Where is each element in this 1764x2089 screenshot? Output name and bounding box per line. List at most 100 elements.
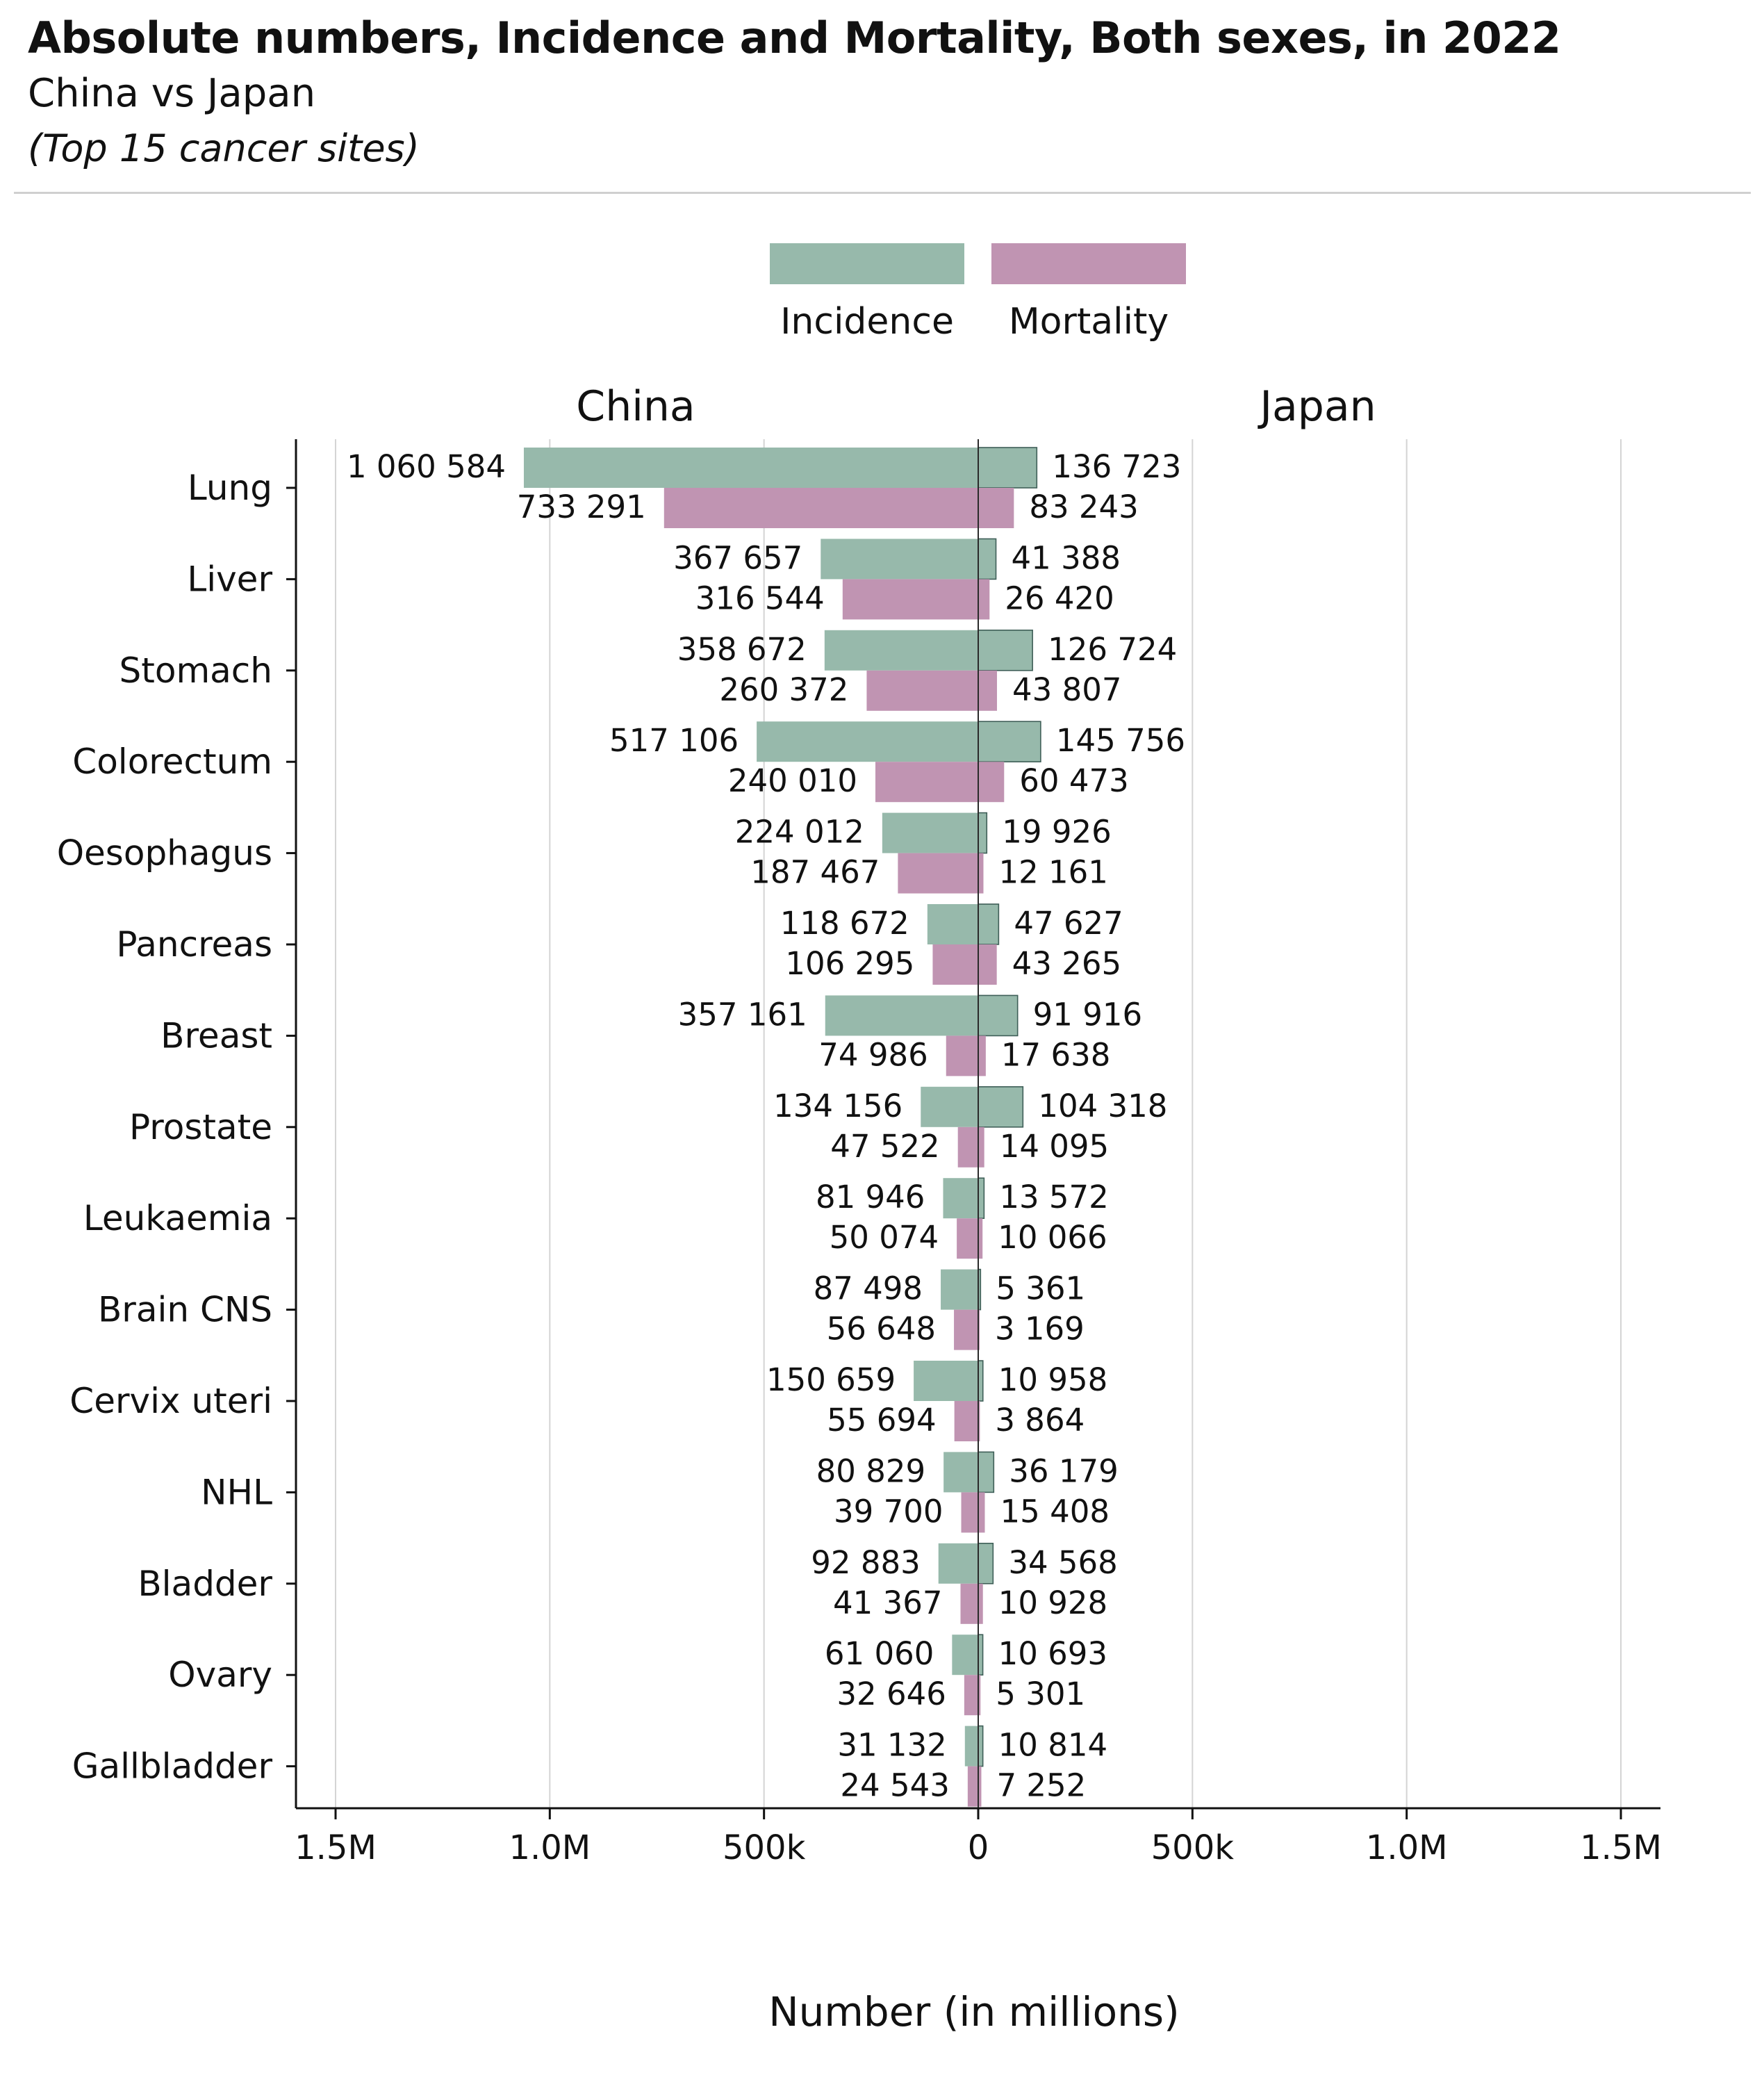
label-japan-incidence-8: 13 572	[999, 1179, 1108, 1215]
label-japan-incidence-0: 136 723	[1052, 448, 1181, 485]
label-china-incidence-8: 81 946	[816, 1179, 925, 1215]
label-japan-incidence-12: 34 568	[1008, 1544, 1117, 1581]
label-japan-incidence-7: 104 318	[1038, 1088, 1167, 1124]
bar-japan-incidence-6	[978, 994, 1019, 1037]
panel-title-japan: Japan	[1257, 382, 1376, 431]
bar-japan-mortality-13	[978, 1675, 981, 1716]
label-japan-mortality-13: 5 301	[996, 1676, 1085, 1712]
category-label-1: Liver	[187, 559, 272, 599]
bar-japan-incidence-2	[978, 629, 1033, 671]
x-tick-label-1: 1.0M	[509, 1828, 591, 1867]
bar-japan-mortality-4	[978, 853, 984, 894]
bar-china-mortality-1	[842, 579, 978, 620]
x-tick-label-5: 1.0M	[1366, 1828, 1448, 1867]
chart-subtitle: China vs Japan	[28, 71, 316, 116]
label-japan-mortality-8: 10 066	[998, 1219, 1107, 1256]
bar-china-incidence-6	[825, 995, 978, 1036]
bar-japan-mortality-1	[978, 579, 990, 620]
bar-japan-mortality-2	[978, 670, 998, 711]
category-label-13: Ovary	[168, 1655, 272, 1695]
bar-china-mortality-13	[964, 1675, 978, 1716]
bar-china-mortality-10	[954, 1401, 978, 1441]
bar-china-mortality-0	[663, 488, 978, 528]
label-china-incidence-0: 1 060 584	[347, 448, 506, 485]
bar-japan-incidence-5	[978, 903, 1000, 945]
legend-swatch-incidence	[770, 243, 964, 284]
category-label-2: Stomach	[119, 650, 272, 691]
label-china-incidence-4: 224 012	[735, 814, 864, 851]
chart-title: Absolute numbers, Incidence and Mortalit…	[28, 13, 1561, 63]
bar-china-mortality-9	[954, 1309, 978, 1350]
bar-china-incidence-14	[964, 1726, 978, 1767]
label-china-mortality-3: 240 010	[728, 762, 857, 799]
bar-japan-mortality-12	[978, 1583, 983, 1624]
bar-china-incidence-3	[757, 721, 978, 762]
bar-china-mortality-5	[932, 944, 978, 985]
label-china-incidence-3: 517 106	[609, 722, 739, 759]
bar-china-mortality-12	[960, 1583, 978, 1624]
label-japan-incidence-3: 145 756	[1056, 722, 1185, 759]
category-label-4: Oesophagus	[57, 833, 272, 874]
label-japan-incidence-5: 47 627	[1014, 905, 1123, 942]
label-china-mortality-7: 47 522	[830, 1128, 939, 1165]
label-japan-mortality-6: 17 638	[1001, 1036, 1110, 1073]
label-japan-mortality-9: 3 169	[995, 1311, 1085, 1347]
label-china-mortality-2: 260 372	[719, 671, 848, 708]
bar-china-mortality-14	[967, 1766, 978, 1807]
bar-china-mortality-3	[875, 762, 978, 803]
bar-china-incidence-12	[938, 1543, 978, 1584]
category-label-8: Leukaemia	[83, 1198, 272, 1238]
category-label-3: Colorectum	[72, 742, 272, 782]
label-japan-incidence-14: 10 814	[998, 1727, 1107, 1764]
category-label-12: Bladder	[138, 1564, 272, 1604]
bar-japan-incidence-14	[978, 1725, 984, 1767]
label-china-incidence-13: 61 060	[825, 1635, 934, 1672]
legend-label-mortality: Mortality	[1009, 301, 1169, 343]
category-label-7: Prostate	[129, 1107, 272, 1147]
bar-china-incidence-9	[941, 1269, 978, 1310]
label-japan-incidence-9: 5 361	[996, 1270, 1085, 1307]
category-label-11: NHL	[201, 1472, 272, 1512]
bar-japan-mortality-6	[978, 1035, 986, 1076]
label-japan-mortality-2: 43 807	[1012, 671, 1121, 708]
bar-china-incidence-2	[824, 630, 978, 671]
axes: Lung Liver Stomach Colorectum Oesophagus Panc…	[57, 382, 1662, 2035]
label-china-mortality-13: 32 646	[836, 1676, 946, 1712]
label-japan-mortality-7: 14 095	[1000, 1128, 1109, 1165]
label-japan-mortality-14: 7 252	[996, 1767, 1086, 1804]
label-japan-mortality-11: 15 408	[1000, 1493, 1110, 1530]
bar-japan-incidence-8	[978, 1177, 985, 1219]
x-tick-label-6: 1.5M	[1580, 1828, 1662, 1867]
x-tick-label-3: 0	[968, 1828, 989, 1867]
bar-china-mortality-11	[961, 1492, 978, 1533]
grid-lines	[335, 439, 1622, 1808]
label-japan-incidence-2: 126 724	[1048, 631, 1177, 668]
label-japan-mortality-4: 12 161	[998, 854, 1107, 891]
bar-china-incidence-13	[952, 1635, 978, 1676]
bars	[523, 447, 1041, 1807]
value-labels: 1 060 584 733 291 136 723 83 243 367 657 316 …	[347, 448, 1185, 1804]
label-china-mortality-0: 733 291	[517, 489, 646, 525]
bar-japan-mortality-8	[978, 1218, 983, 1259]
label-china-incidence-14: 31 132	[837, 1727, 946, 1764]
bar-china-mortality-8	[957, 1218, 978, 1259]
category-label-6: Breast	[160, 1015, 272, 1056]
label-japan-incidence-6: 91 916	[1033, 996, 1142, 1033]
label-china-incidence-10: 150 659	[766, 1361, 896, 1398]
bar-japan-mortality-11	[978, 1492, 985, 1533]
label-china-mortality-11: 39 700	[834, 1493, 943, 1530]
label-china-mortality-8: 50 074	[830, 1219, 939, 1256]
bar-china-mortality-4	[898, 853, 978, 894]
label-china-incidence-6: 357 161	[678, 996, 807, 1033]
x-tick-label-0: 1.5M	[295, 1828, 377, 1867]
bar-japan-incidence-12	[978, 1543, 994, 1584]
label-china-mortality-6: 74 986	[818, 1036, 928, 1073]
bar-japan-mortality-7	[978, 1127, 984, 1168]
bar-china-incidence-0	[523, 448, 978, 488]
bar-japan-incidence-3	[978, 721, 1041, 762]
bar-japan-incidence-4	[978, 812, 988, 854]
label-china-incidence-12: 92 883	[811, 1544, 920, 1581]
bar-china-incidence-4	[882, 812, 978, 853]
bar-china-incidence-5	[927, 904, 978, 944]
